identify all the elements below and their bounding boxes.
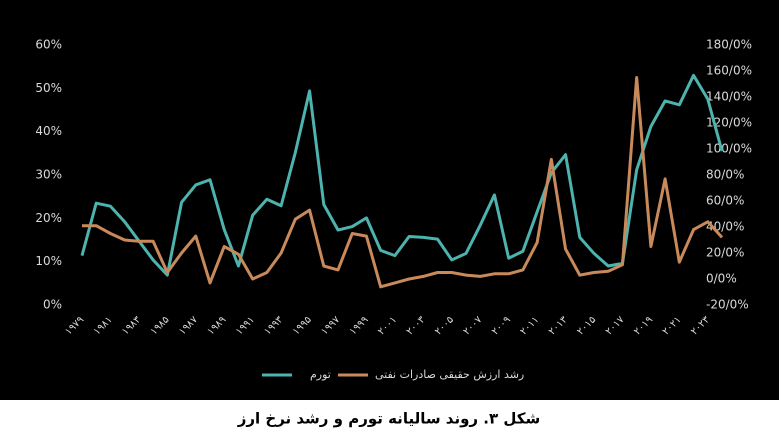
legend-label: تورم: [310, 368, 331, 381]
y2-tick-label: 140/0%: [706, 90, 752, 104]
chart-background: [0, 0, 779, 400]
y2-tick-label: 120/0%: [706, 116, 752, 130]
y-tick-label: 0%: [43, 298, 62, 312]
y-tick-label: 60%: [35, 38, 62, 52]
y2-tick-label: 80/0%: [706, 168, 744, 182]
y-tick-label: 10%: [35, 254, 62, 268]
y2-tick-label: 0/0%: [706, 272, 737, 286]
y-tick-label: 40%: [35, 124, 62, 138]
y2-tick-label: -20/0%: [706, 298, 749, 312]
y2-tick-label: 20/0%: [706, 246, 744, 260]
y2-tick-label: 160/0%: [706, 64, 752, 78]
y2-tick-label: 60/0%: [706, 194, 744, 208]
y2-tick-label: 180/0%: [706, 38, 752, 52]
series-line: [80, 73, 724, 277]
y-tick-label: 30%: [35, 168, 62, 182]
y-tick-label: 20%: [35, 211, 62, 225]
legend-label: رشد ارزش حقیقی صادرات نفتی: [375, 368, 524, 381]
series-line: [82, 76, 724, 289]
chart-title: شکل ۳. روند سالیانه تورم و رشد نرخ ارز: [237, 410, 541, 428]
y-tick-label: 50%: [35, 81, 62, 95]
y2-tick-label: 100/0%: [706, 142, 752, 156]
